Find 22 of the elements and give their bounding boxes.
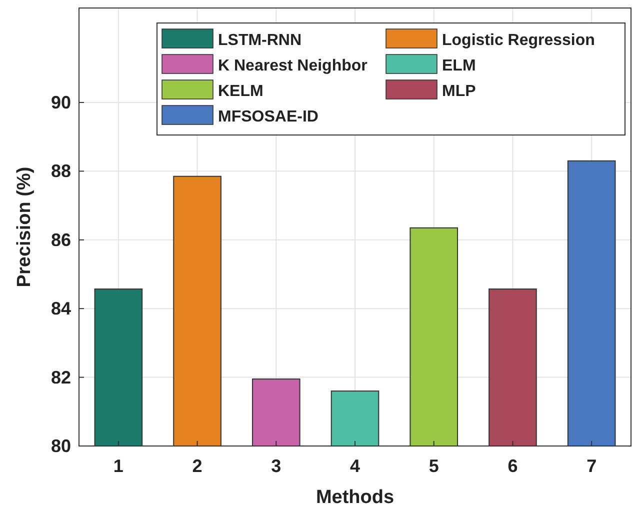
- legend-label: KELM: [218, 83, 264, 100]
- x-tick-label: 1: [113, 456, 124, 476]
- y-tick-label: 80: [50, 436, 71, 456]
- x-tick-label: 5: [428, 456, 439, 476]
- y-tick-label: 82: [50, 367, 71, 388]
- legend-label: MFSOSAE-ID: [218, 108, 318, 126]
- x-tick-label: 2: [192, 456, 202, 476]
- legend-label: Logistic Regression: [442, 32, 595, 49]
- x-tick-label: 7: [586, 456, 597, 476]
- legend-label: ELM: [442, 58, 476, 74]
- y-tick-label: 84: [50, 298, 71, 319]
- y-axis-title: Precision (%): [14, 166, 35, 288]
- x-tick-label: 6: [508, 456, 518, 476]
- legend-label: LSTM-RNN: [218, 32, 302, 49]
- x-tick-label: 4: [350, 456, 360, 476]
- x-axis-title: Methods: [316, 487, 394, 508]
- y-tick-label: 90: [50, 92, 71, 112]
- y-tick-label: 86: [50, 230, 71, 250]
- legend-label: K Nearest Neighbor: [218, 58, 368, 74]
- y-tick-label: 88: [50, 161, 71, 182]
- legend-label: MLP: [442, 83, 476, 100]
- x-tick-label: 3: [271, 456, 282, 476]
